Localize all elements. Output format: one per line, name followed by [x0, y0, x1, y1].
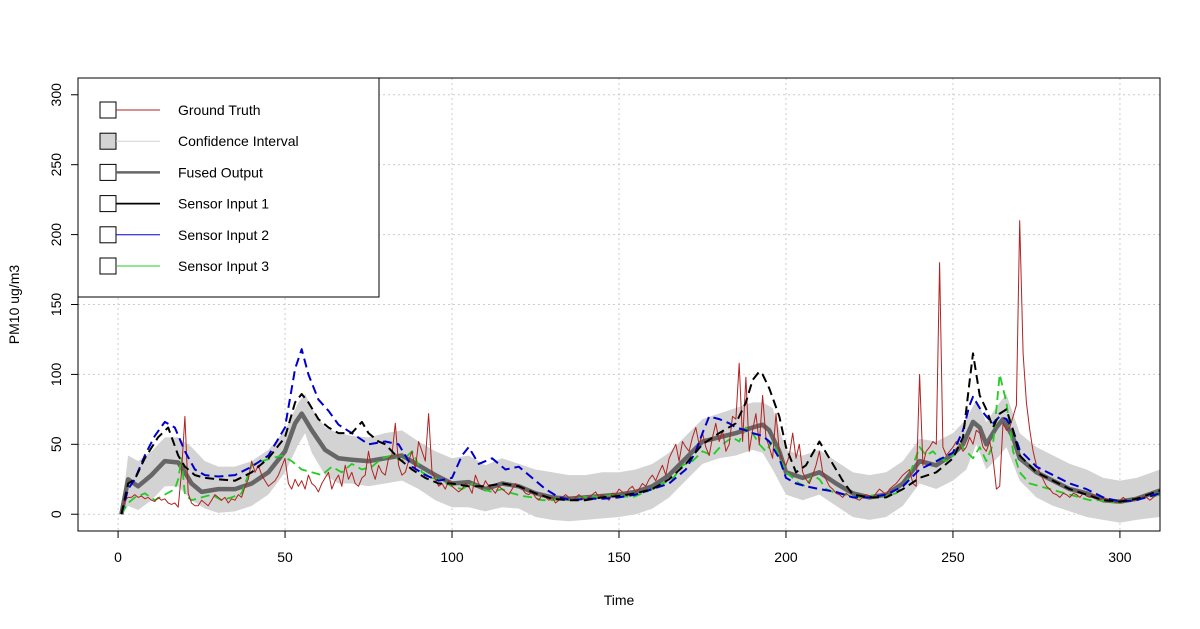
x-axis: 0 50 100 150 200 250 300: [114, 531, 1132, 565]
y-tick-label: 200: [48, 223, 64, 247]
legend-swatch-box: [99, 101, 117, 119]
legend-swatch-box: [99, 257, 117, 275]
y-tick-label: 250: [48, 153, 64, 177]
x-tick-label: 250: [941, 549, 965, 565]
x-tick-label: 150: [607, 549, 631, 565]
legend-box: [77, 77, 380, 298]
legend-swatch-box: [99, 163, 117, 181]
legend-label: Sensor Input 1: [178, 196, 269, 212]
series-ground-truth: [120, 220, 1160, 515]
legend-label: Sensor Input 3: [178, 258, 269, 274]
y-axis-title: PM10 ug/m3: [6, 265, 22, 345]
series-fused: [119, 411, 1160, 515]
y-tick-label: 50: [48, 436, 64, 452]
x-tick-label: 100: [440, 549, 464, 565]
legend-label: Ground Truth: [178, 102, 261, 118]
legend-label: Fused Output: [178, 164, 263, 180]
x-tick-label: 300: [1108, 549, 1132, 565]
series-sensor1: [120, 352, 1160, 515]
y-tick-label: 0: [48, 510, 64, 518]
x-tick-label: 0: [114, 549, 122, 565]
y-tick-label: 300: [48, 83, 64, 107]
x-axis-title: Time: [604, 592, 635, 608]
legend: Ground Truth Confidence Interval Fused Out…: [77, 77, 380, 298]
x-tick-label: 50: [277, 549, 293, 565]
legend-swatch-box: [99, 195, 117, 213]
legend-swatch-box: [99, 132, 117, 150]
y-axis: 0 50 100 150 200 250 300: [48, 83, 78, 518]
y-tick-label: 150: [48, 293, 64, 317]
legend-label: Confidence Interval: [178, 133, 299, 149]
legend-label: Sensor Input 2: [178, 227, 269, 243]
x-tick-label: 200: [774, 549, 798, 565]
legend-swatch-box: [99, 226, 117, 244]
series-sensor2: [120, 348, 1160, 515]
y-tick-label: 100: [48, 363, 64, 387]
series-layer: [119, 220, 1160, 515]
